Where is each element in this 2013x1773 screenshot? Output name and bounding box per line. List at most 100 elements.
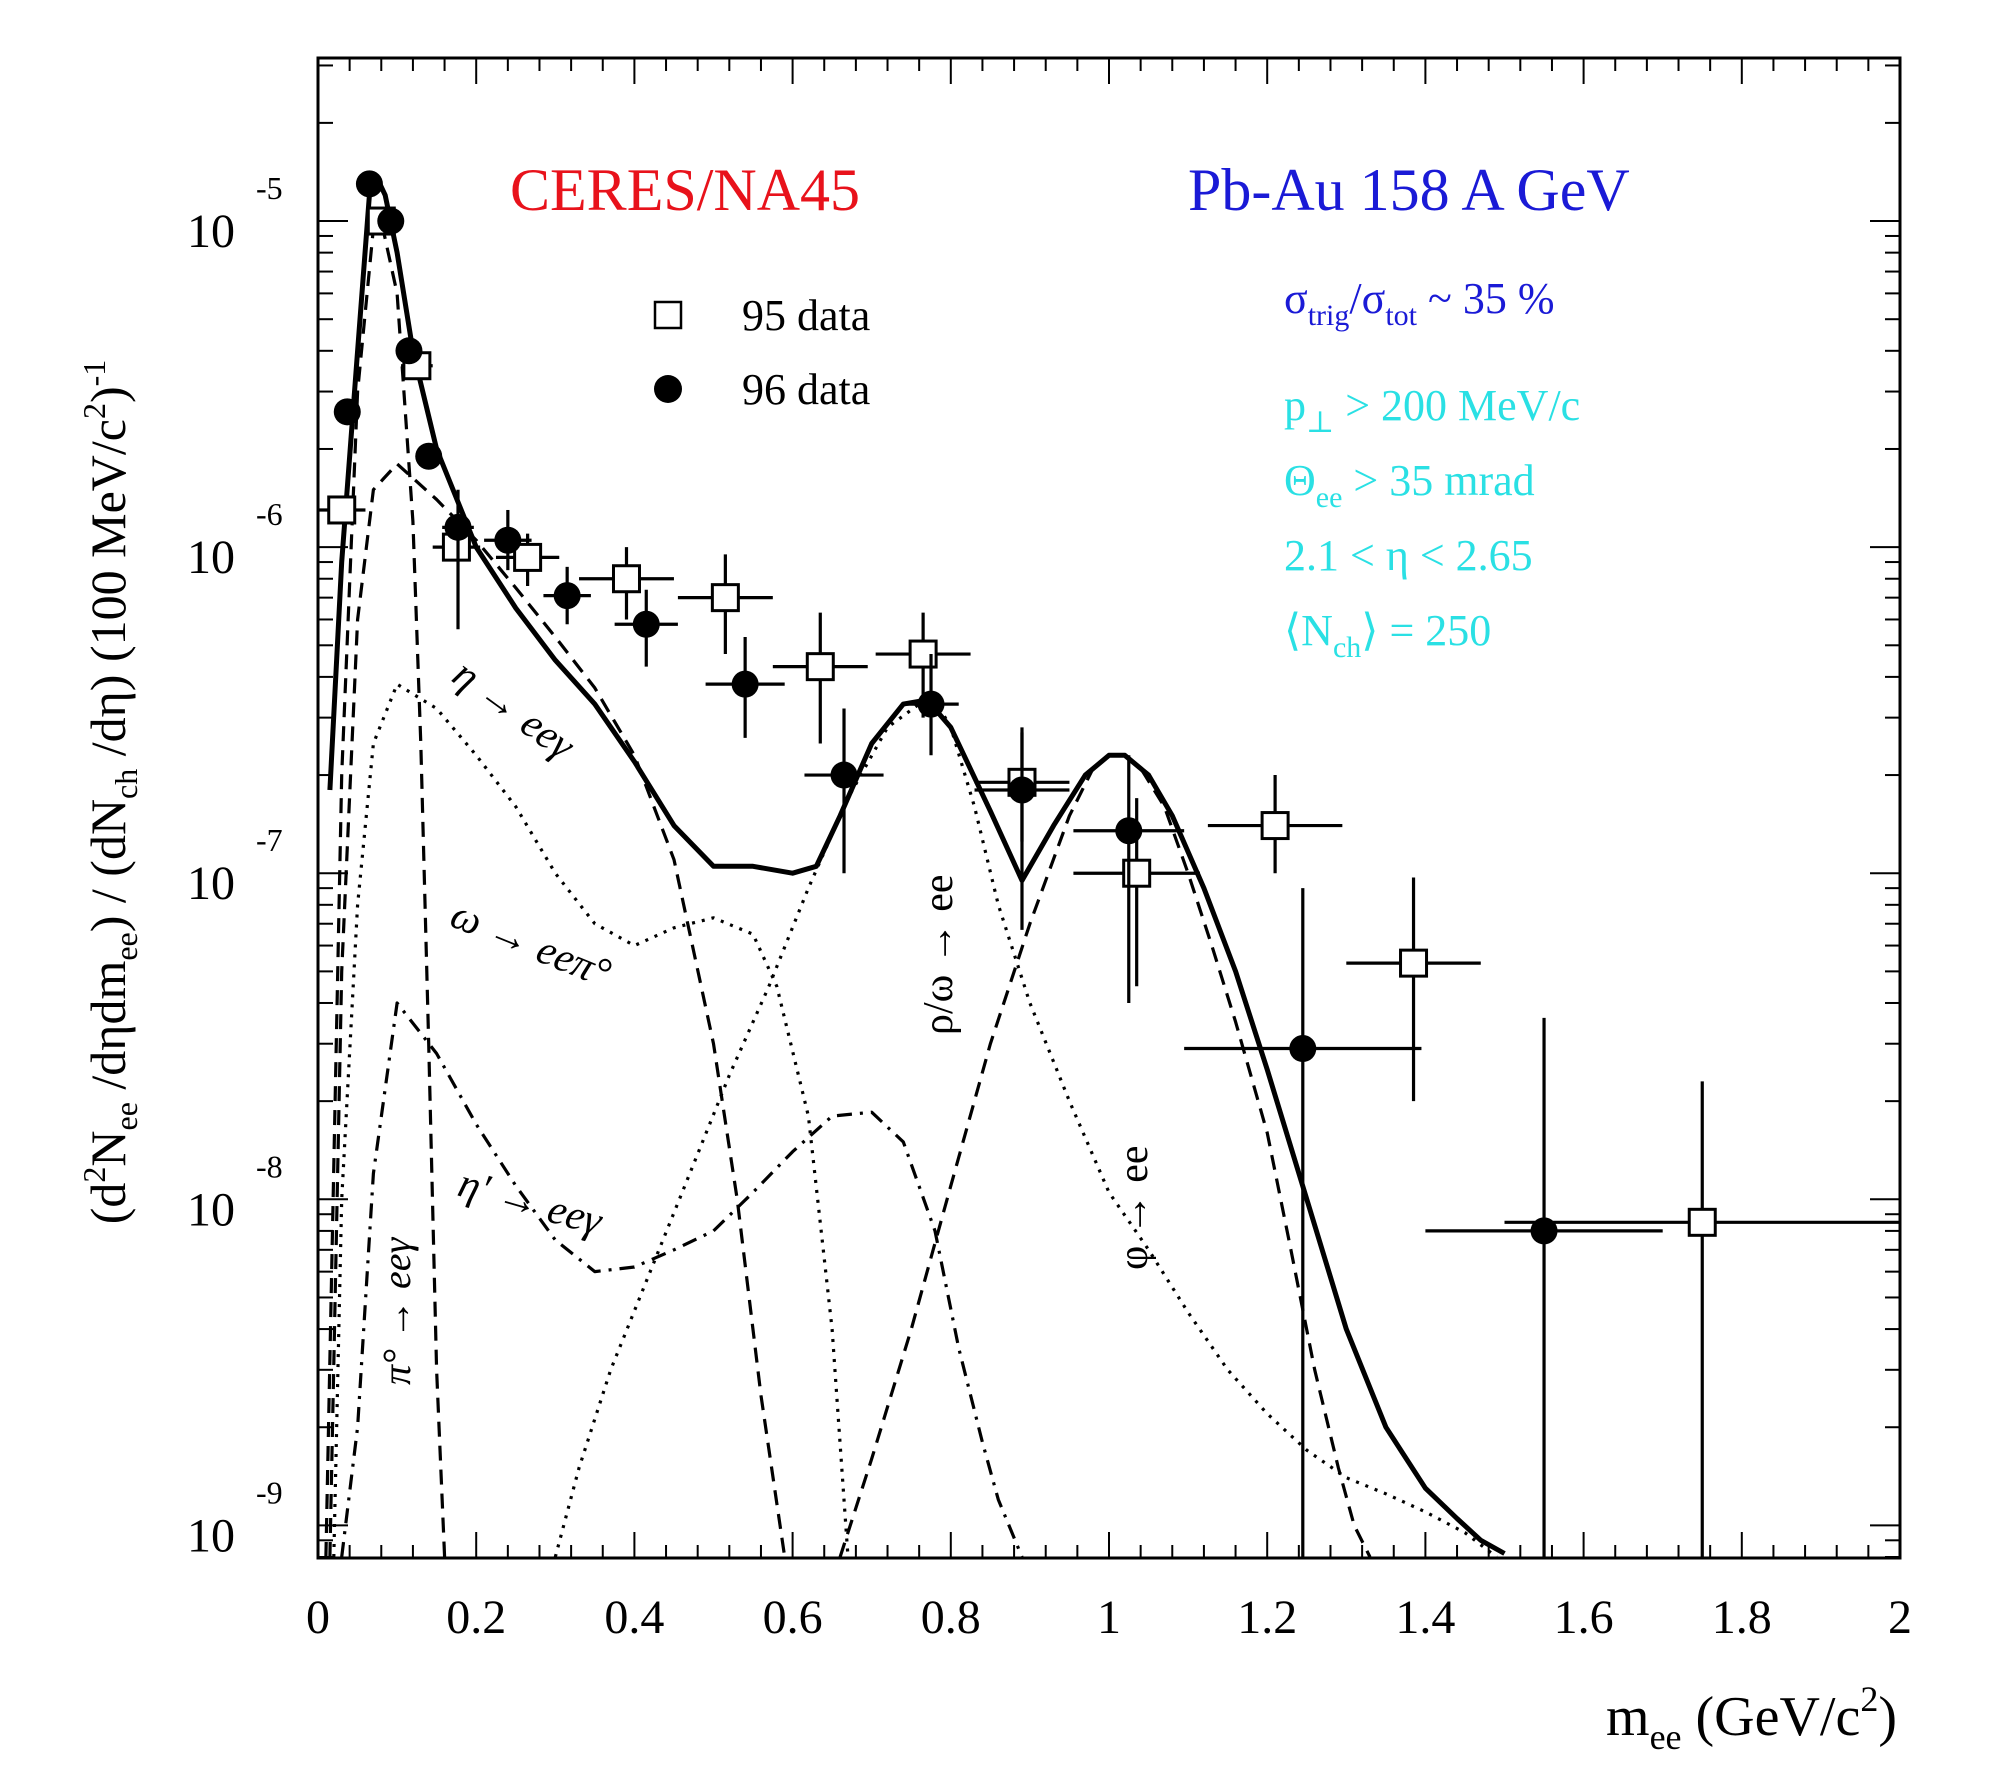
y-tick-label: 10 bbox=[187, 205, 235, 258]
y-axis-title-p4: ) / (dN bbox=[80, 799, 136, 932]
legend-label-96: 96 data bbox=[742, 365, 870, 414]
x-axis-title-rest: (GeV/c bbox=[1682, 1686, 1861, 1748]
marker-filled-circle bbox=[1008, 776, 1036, 804]
x-tick-labels: 0 0.2 0.4 0.6 0.8 1 1.2 1.4 1.6 1.8 2 bbox=[306, 1591, 1912, 1644]
marker-filled-circle bbox=[415, 442, 443, 470]
theta-cut-sub: ee bbox=[1316, 481, 1343, 514]
curve-etaprime-dalitz bbox=[340, 1001, 1024, 1558]
pt-cut-rest: > 200 MeV/c bbox=[1334, 381, 1580, 430]
x-tick-label: 0.2 bbox=[446, 1591, 506, 1644]
data-point-96 bbox=[377, 207, 405, 235]
y-axis-title: (d2Nee /dηdmee) / (dNch /dη) (100 MeV/c2… bbox=[76, 360, 144, 1225]
y-axis-title-p1: (d bbox=[80, 1183, 136, 1225]
y-tick-label: 10 bbox=[187, 857, 235, 910]
system-label: Pb-Au 158 A GeV bbox=[1188, 157, 1630, 223]
label-phi: φ → ee bbox=[1111, 1145, 1157, 1270]
curve-sum bbox=[327, 176, 1506, 1556]
marker-filled-circle bbox=[395, 337, 423, 365]
pt-cut-sub: ⊥ bbox=[1306, 406, 1334, 439]
centrality-s3: ~ 35 % bbox=[1417, 274, 1554, 323]
y-tick-label: 10 bbox=[187, 1183, 235, 1236]
y-tick-exponent: -5 bbox=[256, 170, 283, 206]
nch-label: ⟨Nch⟩ = 250 bbox=[1284, 606, 1491, 664]
marker-filled-circle bbox=[355, 170, 383, 198]
marker-filled-circle bbox=[1289, 1035, 1317, 1063]
y-axis-title-p4-sub: ch bbox=[108, 769, 144, 799]
curve-rho-omega-ee bbox=[553, 698, 1498, 1558]
marker-filled-circle bbox=[444, 513, 472, 541]
y-axis-title-p1-sup: 2 bbox=[76, 1167, 112, 1183]
marker-filled-circle bbox=[1530, 1217, 1558, 1245]
theta-cut-main: Θ bbox=[1284, 456, 1316, 505]
x-tick-label: 0.6 bbox=[763, 1591, 823, 1644]
x-tick-label: 0.4 bbox=[604, 1591, 664, 1644]
x-tick-label: 0 bbox=[306, 1591, 330, 1644]
data-point-96 bbox=[705, 637, 785, 738]
marker-filled-circle bbox=[632, 610, 660, 638]
marker-filled-circle bbox=[553, 582, 581, 610]
y-axis-title-p3: /dηdm bbox=[80, 961, 136, 1103]
marker-filled-circle bbox=[731, 670, 759, 698]
y-axis-title-p5-sup: 2 bbox=[76, 403, 112, 419]
marker-filled-circle bbox=[377, 207, 405, 235]
x-tick-label: 1 bbox=[1097, 1591, 1121, 1644]
theta-cut-rest: > 35 mrad bbox=[1342, 456, 1534, 505]
x-tick-label: 0.8 bbox=[921, 1591, 981, 1644]
y-tick-label: 10 bbox=[187, 531, 235, 584]
data-point-96 bbox=[333, 398, 361, 426]
y-axis-title-p5: /dη) (100 MeV/c bbox=[80, 419, 136, 769]
y-tick-exponent: -8 bbox=[256, 1148, 283, 1184]
data-point-96 bbox=[484, 509, 532, 571]
marker-open-square bbox=[513, 542, 543, 572]
data-point-96 bbox=[614, 589, 678, 667]
data-point-95 bbox=[1346, 877, 1481, 1102]
x-tick-label: 1.8 bbox=[1712, 1591, 1772, 1644]
marker-filled-circle bbox=[494, 526, 522, 554]
pt-cut-label: p⊥ > 200 MeV/c bbox=[1284, 381, 1580, 439]
marker-open-square bbox=[1399, 948, 1429, 978]
y-axis-title-p6: ) bbox=[80, 386, 136, 403]
marker-open-square bbox=[611, 564, 641, 594]
centrality-s1: σ bbox=[1284, 274, 1308, 323]
marker-filled-circle bbox=[917, 690, 945, 718]
y-axis-title-p2-sub: ee bbox=[108, 1102, 144, 1130]
data-point-96 bbox=[1073, 755, 1185, 1003]
label-etaprime-dalitz: η' → eeγ bbox=[453, 1160, 608, 1245]
x-tick-label: 1.2 bbox=[1237, 1591, 1297, 1644]
legend-label-95: 95 data bbox=[742, 291, 870, 340]
centrality-s1-sub: trig bbox=[1308, 299, 1350, 332]
curve-omega-dalitz bbox=[332, 682, 850, 1558]
plot-frame bbox=[316, 56, 1902, 1560]
data-point-96 bbox=[903, 654, 959, 756]
x-tick-label: 1.4 bbox=[1395, 1591, 1455, 1644]
x-tick-label: 1.6 bbox=[1554, 1591, 1614, 1644]
data-point-95 bbox=[1207, 775, 1343, 874]
curve-eta-dalitz bbox=[328, 462, 787, 1558]
legend-marker-filled-circle bbox=[654, 375, 682, 403]
pt-cut-main: p bbox=[1284, 381, 1306, 430]
marker-open-square bbox=[1687, 1207, 1717, 1237]
nch-rest: ⟩ = 250 bbox=[1361, 606, 1491, 655]
marker-filled-circle bbox=[1115, 817, 1143, 845]
marker-open-square bbox=[327, 495, 357, 525]
data-points bbox=[318, 170, 1900, 1558]
label-pi0-dalitz: π° → eeγ bbox=[374, 1236, 419, 1385]
data-point-95 bbox=[579, 547, 674, 620]
data-point-96 bbox=[355, 170, 383, 198]
data-point-96 bbox=[543, 566, 591, 625]
data-point-96 bbox=[1184, 888, 1422, 1558]
x-axis-title-close: ) bbox=[1878, 1686, 1897, 1748]
label-rho-omega: ρ/ω → ee bbox=[916, 874, 962, 1035]
nch-main: ⟨N bbox=[1284, 606, 1333, 655]
x-axis-title-sub: ee bbox=[1650, 1717, 1682, 1757]
x-axis-title-main: m bbox=[1606, 1686, 1650, 1748]
model-curves bbox=[324, 176, 1506, 1558]
data-point-96 bbox=[415, 442, 443, 470]
legend: 95 data 96 data bbox=[653, 291, 870, 414]
axis-ticks bbox=[317, 58, 1901, 1558]
data-point-95 bbox=[318, 495, 366, 525]
data-point-96 bbox=[442, 489, 474, 630]
data-point-96 bbox=[974, 727, 1070, 930]
centrality-s2-sub: tot bbox=[1385, 299, 1417, 332]
